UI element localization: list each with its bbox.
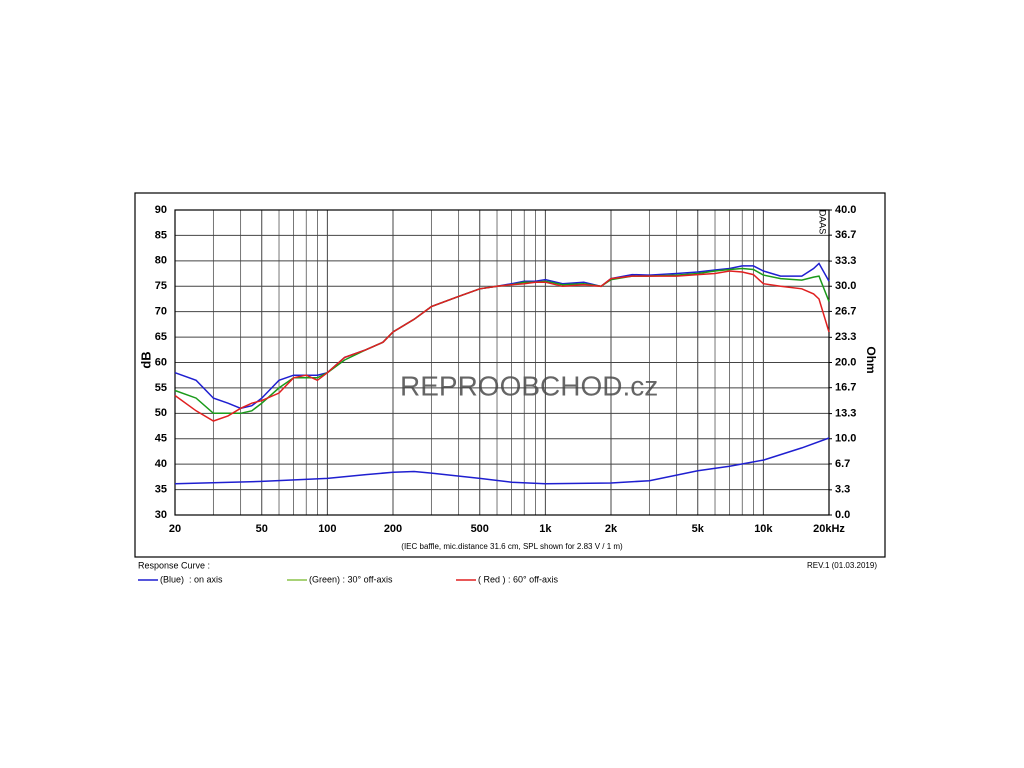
y2-tick-label: 30.0: [835, 280, 856, 292]
revision: REV.1 (01.03.2019): [807, 561, 877, 570]
x-tick-label: 500: [471, 523, 489, 535]
y2-tick-label: 6.7: [835, 458, 850, 470]
y-tick-label: 85: [155, 229, 167, 241]
legend-label: ( Red ) : 60° off-axis: [478, 574, 558, 584]
y-tick-label: 35: [155, 483, 167, 495]
impedance-line: [174, 437, 830, 485]
brand: DAAS: [818, 210, 828, 235]
x-tick-label: 50: [256, 523, 268, 535]
y-tick-label: 45: [155, 433, 167, 445]
watermark: REPROOBCHOD.cz: [400, 370, 658, 401]
caption: (IEC baffle, mic.distance 31.6 cm, SPL s…: [401, 542, 623, 551]
x-tick-label: 200: [384, 523, 402, 535]
x-tick-label: 20kHz: [813, 523, 845, 535]
response-line: [174, 262, 830, 410]
plot-border: [174, 209, 830, 516]
x-tick-label: 1k: [539, 523, 552, 535]
x-tick-label: 100: [318, 523, 336, 535]
y-tick-label: 40: [155, 458, 167, 470]
x-tick-label: 10k: [754, 523, 773, 535]
y-tick-label: 80: [155, 255, 167, 267]
y-tick-label: 65: [155, 331, 167, 343]
y-tick-label: 70: [155, 306, 167, 318]
y-tick-label: 90: [155, 204, 167, 216]
chart-frame: [134, 192, 886, 558]
y2-tick-label: 36.7: [835, 229, 856, 241]
y-axis-label: dB: [138, 351, 153, 368]
y2-tick-label: 40.0: [835, 204, 856, 216]
legend-label: (Blue) : on axis: [160, 574, 223, 584]
y2-tick-label: 13.3: [835, 407, 856, 419]
y2-tick-label: 33.3: [835, 255, 856, 267]
legend-label: (Green) : 30° off-axis: [309, 574, 393, 584]
y2-tick-label: 3.3: [835, 484, 850, 496]
x-tick-label: 5k: [692, 523, 705, 535]
y-tick-label: 30: [155, 509, 167, 521]
y2-tick-label: 16.7: [835, 382, 856, 394]
x-tick-label: 20: [169, 523, 181, 535]
y-tick-label: 75: [155, 280, 167, 292]
y2-tick-label: 20.0: [835, 356, 856, 368]
y2-tick-label: 0.0: [835, 509, 850, 521]
y-tick-label: 55: [155, 382, 167, 394]
response-line: [174, 270, 830, 422]
y-tick-label: 50: [155, 407, 167, 419]
x-tick-label: 2k: [605, 523, 618, 535]
legend-title: Response Curve :: [138, 560, 210, 570]
y2-tick-label: 10.0: [835, 433, 856, 445]
y2-tick-label: 23.3: [835, 331, 856, 343]
y-tick-label: 60: [155, 356, 167, 368]
y2-axis-label: Ohm: [864, 346, 878, 373]
y2-tick-label: 26.7: [835, 305, 856, 317]
